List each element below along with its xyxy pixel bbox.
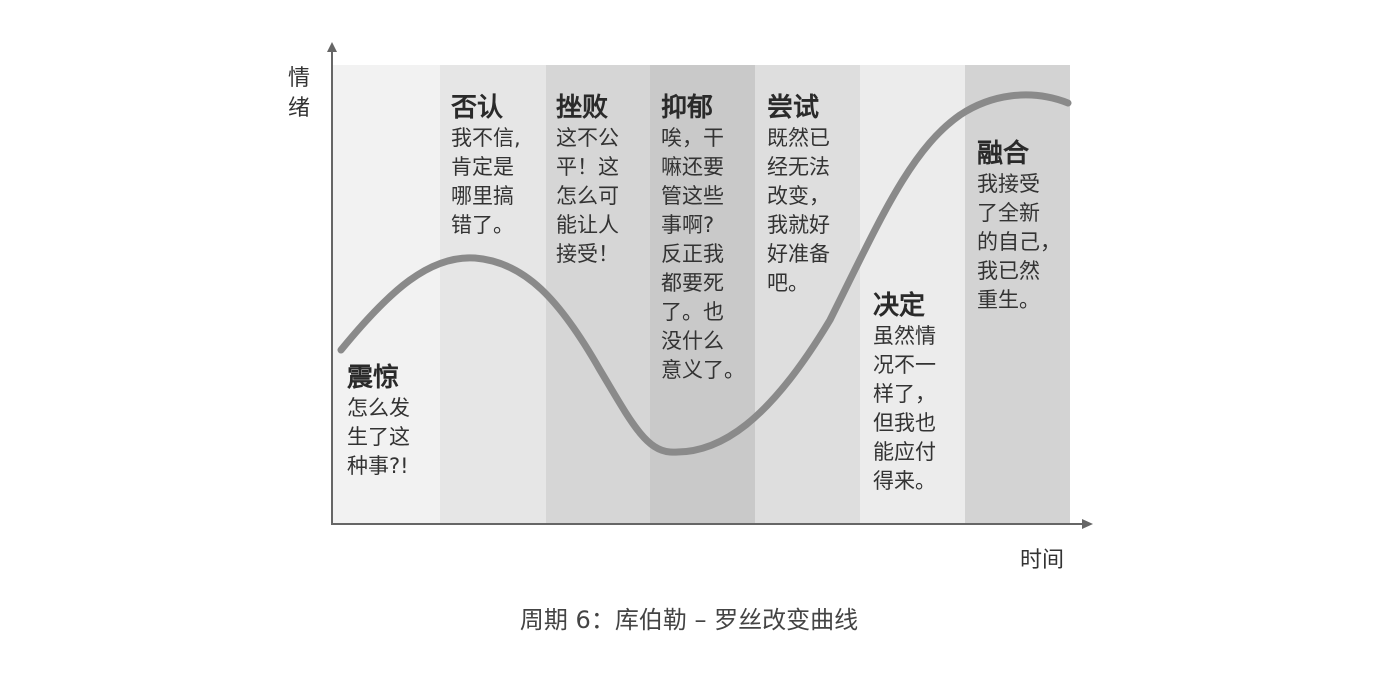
y-axis-arrow-icon [327, 42, 337, 52]
band-integration [965, 65, 1070, 523]
stage-title: 震惊 [347, 363, 400, 393]
stage-integration: 融合 我接受 了全新 的自己， 我已然 重生。 [977, 138, 1082, 315]
emotion-curve-line [337, 91, 1072, 456]
stage-text: 我不信, 肯定是 哪里搞 错了。 [451, 126, 521, 237]
x-axis-arrow-icon [1082, 519, 1093, 529]
stage-text: 我接受 了全新 的自己， 我已然 重生。 [977, 172, 1061, 312]
stage-shock: 震惊 怎么发 生了这 种事?! [347, 362, 452, 481]
stage-depression: 抑郁 唉，干 嘛还要 管这些 事啊? 反正我 都要死 了。也 没什么 意义了。 [661, 92, 766, 385]
stage-title: 融合 [977, 139, 1030, 169]
stage-title: 挫败 [556, 93, 609, 123]
stage-experiment: 尝试 既然已 经无法 改变， 我就好 好准备 吧。 [767, 92, 872, 298]
stage-text: 唉，干 嘛还要 管这些 事啊? 反正我 都要死 了。也 没什么 意义了。 [661, 126, 745, 382]
x-axis-label: 时间 [1020, 548, 1065, 573]
stage-title: 尝试 [767, 93, 820, 123]
stage-denial: 否认 我不信, 肯定是 哪里搞 错了。 [451, 92, 556, 240]
figure-caption: 周期 6：库伯勒 – 罗丝改变曲线 [519, 606, 859, 634]
stage-text: 怎么发 生了这 种事?! [347, 396, 410, 478]
stage-text: 既然已 经无法 改变， 我就好 好准备 吧。 [767, 126, 830, 295]
stage-title: 决定 [873, 291, 926, 321]
band-shock [333, 65, 440, 523]
stage-frustration: 挫败 这不公 平！这 怎么可 能让人 接受！ [556, 92, 661, 269]
stage-title: 否认 [451, 93, 504, 123]
stage-title: 抑郁 [661, 93, 714, 123]
x-axis [331, 523, 1083, 525]
y-axis-label: 情 绪 [288, 66, 311, 121]
band-frustration [546, 65, 650, 523]
y-axis [331, 48, 333, 525]
stage-decision: 决定 虽然情 况不一 样了， 但我也 能应付 得来。 [873, 290, 978, 496]
stage-text: 这不公 平！这 怎么可 能让人 接受！ [556, 126, 619, 266]
band-decision [860, 65, 965, 523]
stage-text: 虽然情 况不一 样了， 但我也 能应付 得来。 [873, 324, 936, 493]
band-denial [440, 65, 546, 523]
